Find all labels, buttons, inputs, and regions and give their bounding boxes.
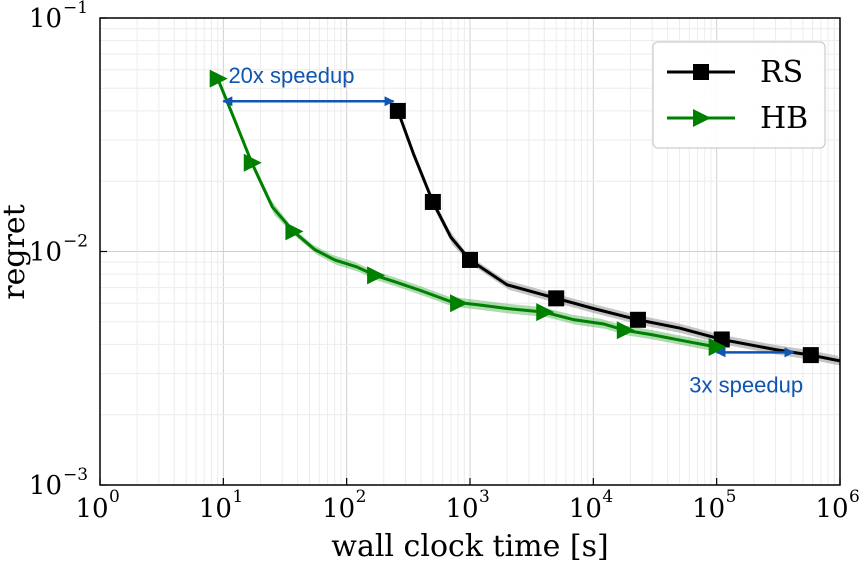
x-tick-label: 10 <box>569 494 602 524</box>
marker-HB <box>285 222 304 241</box>
axis-ticks: 10 0 10 1 10 2 10 3 10 4 10 5 10 610 −310 −210 −1 <box>29 0 860 524</box>
marker-RS <box>802 347 819 364</box>
legend-label-HB: HB <box>760 101 808 136</box>
band-RS <box>395 102 840 366</box>
confidence-bands <box>215 70 840 366</box>
marker-RS <box>629 311 646 328</box>
x-tick-exponent: 1 <box>232 487 243 507</box>
x-tick-exponent: 2 <box>356 487 367 507</box>
marker-RS <box>548 290 565 307</box>
y-tick-exponent: −1 <box>63 0 88 18</box>
y-tick-label: 10 <box>29 4 62 34</box>
x-tick-exponent: 5 <box>726 487 737 507</box>
annotations: 20x speedup 3x speedup <box>222 63 803 397</box>
x-tick-exponent: 3 <box>479 487 490 507</box>
marker-RS <box>462 251 478 268</box>
speedup-label: 20x speedup <box>228 63 354 88</box>
x-tick-label: 10 <box>815 494 848 524</box>
x-tick-label: 10 <box>75 494 108 524</box>
x-tick-label: 10 <box>199 494 232 524</box>
band-HB <box>215 70 719 352</box>
legend-label-RS: RS <box>760 55 803 90</box>
legend: RS HB <box>652 41 826 149</box>
marker-HB <box>367 266 386 285</box>
marker-RS <box>389 102 406 119</box>
series-markers <box>209 69 819 364</box>
x-tick-label: 10 <box>692 494 725 524</box>
x-tick-label: 10 <box>445 494 478 524</box>
y-tick-label: 10 <box>29 238 62 268</box>
x-tick-exponent: 4 <box>602 487 613 507</box>
marker-HB <box>616 321 635 340</box>
y-tick-exponent: −3 <box>63 465 88 485</box>
marker-HB <box>450 294 469 313</box>
y-axis-label: regret <box>0 204 32 299</box>
y-tick-exponent: −2 <box>63 232 88 252</box>
marker-HB <box>536 303 555 322</box>
marker-HB <box>243 153 262 172</box>
grid <box>100 18 840 485</box>
marker-HB <box>209 69 228 88</box>
speedup-label: 3x speedup <box>689 372 803 397</box>
x-axis-label: wall clock time [s] <box>331 529 608 564</box>
legend-marker-HB <box>693 109 711 127</box>
x-tick-label: 10 <box>322 494 355 524</box>
legend-marker-RS <box>693 64 709 80</box>
marker-HB <box>708 337 727 356</box>
marker-RS <box>424 193 441 210</box>
x-tick-exponent: 6 <box>849 487 860 507</box>
y-tick-label: 10 <box>29 471 62 501</box>
x-tick-exponent: 0 <box>109 487 120 507</box>
